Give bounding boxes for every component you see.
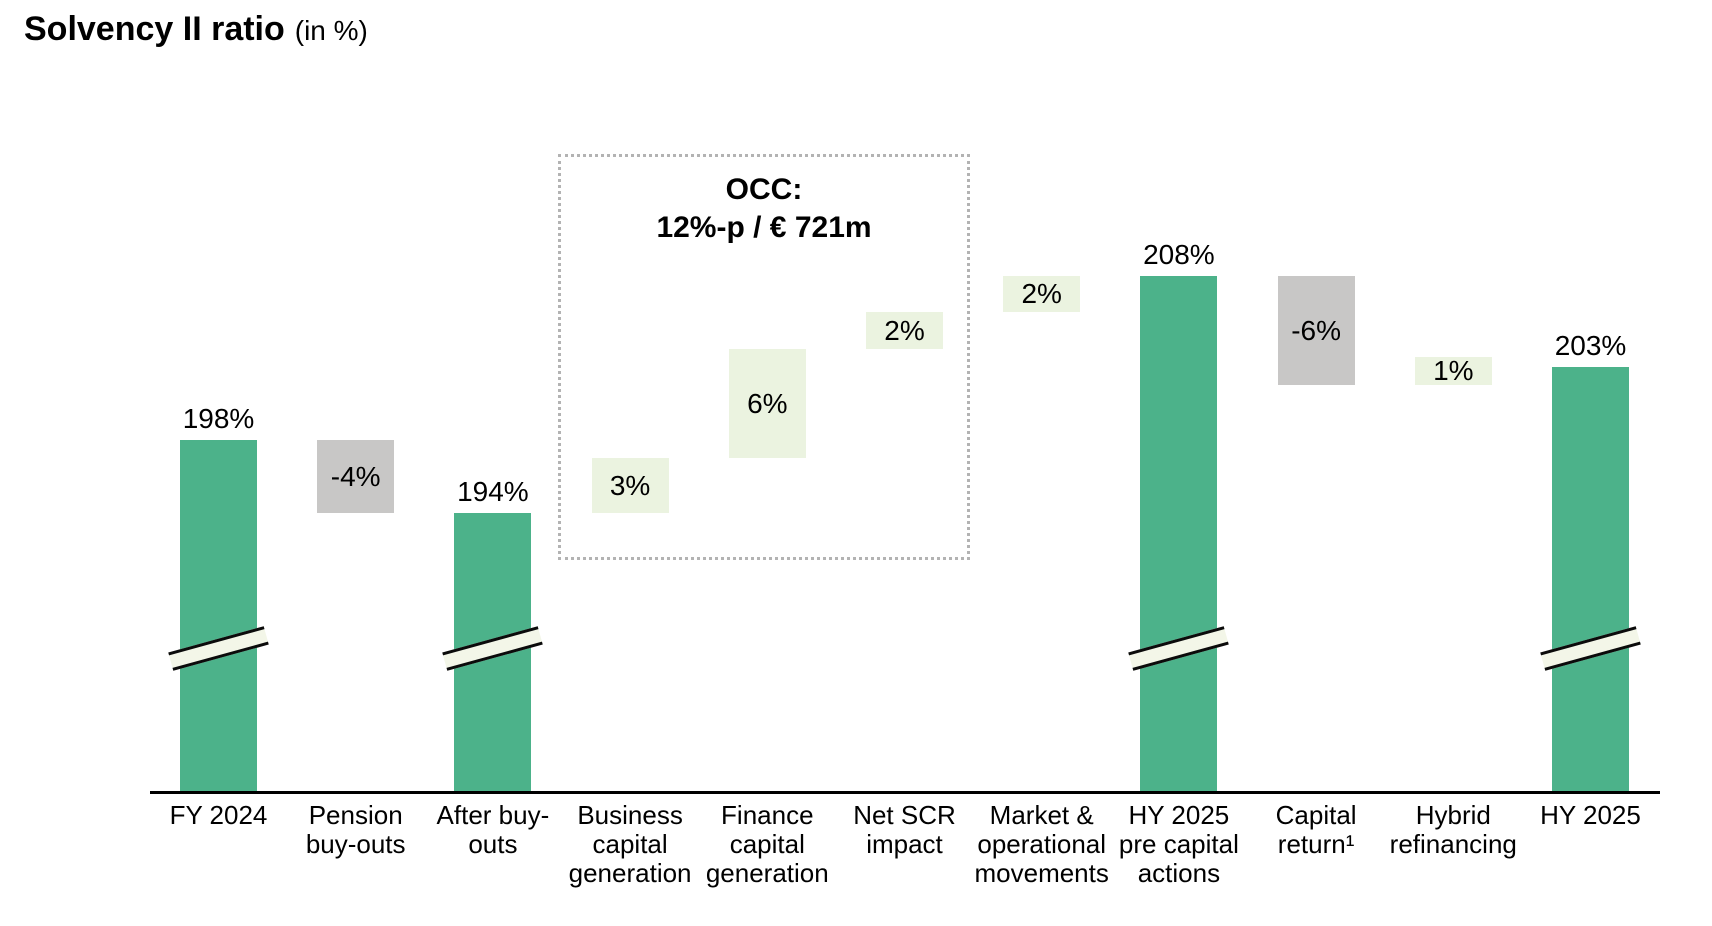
bar-finance-capital-generation: 6% — [728, 348, 806, 459]
bar-hy-2025 — [1552, 367, 1629, 791]
x-axis-label-net-scr-impact: Net SCR impact — [853, 800, 956, 859]
bar-value-label: 1% — [1433, 355, 1474, 387]
x-axis-label-capital-return: Capital return¹ — [1275, 800, 1357, 859]
occ-annotation-line1: OCC: — [725, 173, 803, 206]
bar-business-capital-generation: 3% — [591, 458, 669, 513]
x-axis-label-fy-2024: FY 2024 — [169, 800, 268, 830]
bar-value-label: 208% — [1143, 238, 1215, 270]
chart-title: Solvency II ratio — [24, 10, 285, 48]
bar-value-label: 198% — [182, 403, 255, 434]
bar-value-label: 2% — [1021, 278, 1062, 309]
bar-value-label: -4% — [330, 460, 381, 492]
x-axis-line — [150, 791, 1660, 794]
bar-value-label: 2% — [884, 314, 925, 346]
bar-value-label: 194% — [457, 476, 529, 507]
occ-annotation-line2: 12%-p / € 721m — [656, 210, 872, 244]
page-title: Solvency II ratio (in %) — [24, 10, 368, 49]
bar-net-scr-impact: 2% — [866, 312, 943, 349]
x-axis-label-business-capital-generation: Business capital generation — [568, 800, 692, 888]
x-axis-label-hy-2025: HY 2025 — [1540, 800, 1641, 830]
chart-subtitle: (in %) — [294, 15, 368, 46]
x-axis-label-hybrid-refinancing: Hybrid refinancing — [1389, 800, 1517, 859]
bar-fy-2024 — [180, 440, 257, 791]
bar-value-label: -6% — [1291, 314, 1341, 346]
occ-annotation-box: OCC: 12%-p / € 721m — [558, 154, 970, 560]
bar-capital-return: -6% — [1277, 275, 1355, 386]
bar-value-label: 3% — [609, 469, 651, 501]
bar-value-label: 203% — [1554, 330, 1627, 361]
bar-value-label: 6% — [747, 387, 788, 419]
x-axis-label-after-buy-outs: After buy-outs — [436, 800, 550, 859]
bar-hy-2025-pre-capital-actions — [1140, 275, 1218, 791]
x-axis-label-pension-buy-outs: Pension buy-outs — [305, 800, 406, 859]
x-axis-label-hy-2025-pre-capital-actions: HY 2025 pre capital actions — [1118, 800, 1239, 888]
x-axis-label-market-operational-movements: Market & operational movements — [974, 800, 1109, 888]
bar-market-operational-movements: 2% — [1003, 275, 1081, 313]
bar-pension-buy-outs: -4% — [317, 440, 395, 513]
x-axis-label-finance-capital-generation: Finance capital generation — [705, 800, 829, 888]
bar-hybrid-refinancing: 1% — [1414, 355, 1492, 387]
